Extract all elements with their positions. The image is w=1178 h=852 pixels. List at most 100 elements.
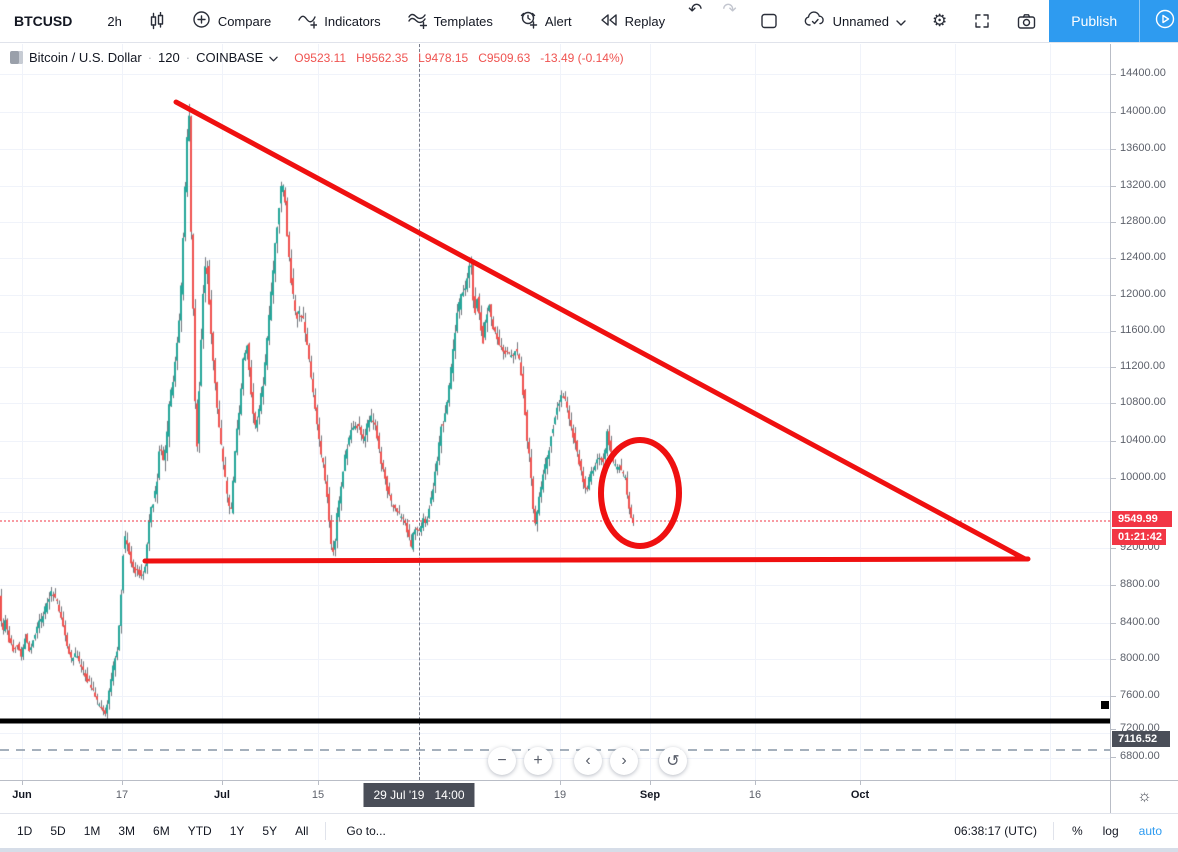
snapshot-button[interactable]: [1004, 0, 1049, 42]
chart-pane[interactable]: Bitcoin / U.S. Dollar · 120 · COINBASE O…: [0, 44, 1110, 780]
alert-clock-icon: [519, 10, 538, 32]
time-axis-label: 19: [553, 789, 567, 801]
symbol-button[interactable]: BTCUSD: [14, 13, 73, 29]
undo-button[interactable]: ↶: [688, 0, 703, 19]
range-button-5d[interactable]: 5D: [50, 824, 66, 838]
price-axis-label: 11200.00: [1120, 360, 1166, 372]
price-tick: [1111, 403, 1116, 404]
price-tick: [1111, 222, 1116, 223]
zoom-out-button[interactable]: −: [488, 747, 516, 775]
time-axis[interactable]: 29 Jul '19 14:00 Jun 17 Jul 15 19 Sep 16 Oct: [0, 780, 1110, 813]
zoom-in-button[interactable]: +: [524, 747, 552, 775]
single-layout-icon: [760, 12, 778, 30]
black-line-handle[interactable]: [1101, 701, 1109, 709]
symbol-title[interactable]: Bitcoin / U.S. Dollar: [29, 50, 142, 65]
price-axis-label: 12000.00: [1120, 288, 1166, 300]
clock-label[interactable]: 06:38:17 (UTC): [954, 824, 1037, 838]
time-tick: [318, 781, 319, 785]
range-button-ytd[interactable]: YTD: [187, 824, 212, 838]
reset-view-button[interactable]: ↺: [659, 747, 687, 775]
price-axis[interactable]: 14400.00 14000.00 13600.00 13200.00 12800.00…: [1110, 44, 1178, 780]
price-axis-label: 6800.00: [1120, 750, 1160, 762]
compare-button[interactable]: Compare: [179, 0, 284, 42]
chart-style-button[interactable]: [135, 0, 179, 42]
level-price-badge: 7116.52: [1112, 731, 1170, 747]
chart-properties-button[interactable]: ⚙: [919, 0, 960, 42]
publish-group: Publish: [1049, 0, 1178, 42]
price-axis-label: 7600.00: [1120, 689, 1160, 701]
goto-button[interactable]: Go to...: [346, 824, 386, 838]
range-button-1y[interactable]: 1Y: [229, 824, 245, 838]
date-range-buttons: 1D 5D 1M 3M 6M YTD 1Y 5Y All: [0, 824, 317, 838]
price-axis-label: 8400.00: [1120, 616, 1160, 628]
drawings-overlay: [0, 99, 1110, 751]
alert-button[interactable]: Alert: [506, 0, 585, 42]
window-bottom-strip: [0, 848, 1178, 852]
percent-scale-toggle[interactable]: %: [1071, 824, 1083, 838]
candles-canvas[interactable]: [0, 44, 1110, 780]
publish-idea-button[interactable]: [1139, 0, 1178, 42]
price-tick: [1111, 149, 1116, 150]
auto-scale-toggle[interactable]: auto: [1138, 824, 1162, 838]
price-tick: [1111, 112, 1116, 113]
bottom-toolbar: 1D 5D 1M 3M 6M YTD 1Y 5Y All Go to... 06:38:17 (…: [0, 813, 1178, 848]
range-button-all[interactable]: All: [295, 824, 309, 838]
indicators-icon: [297, 11, 318, 32]
scroll-left-button[interactable]: ‹: [574, 747, 602, 775]
templates-button[interactable]: Templates: [394, 0, 506, 42]
price-tick: [1111, 757, 1116, 758]
layout-select-button[interactable]: [747, 0, 791, 42]
ohlc-values: O9523.11 H9562.35 L9478.15 C9509.63 -13.…: [294, 51, 623, 65]
price-axis-label: 12800.00: [1120, 215, 1166, 227]
price-tick: [1111, 696, 1116, 697]
price-axis-label: 10000.00: [1120, 471, 1166, 483]
range-button-3m[interactable]: 3M: [118, 824, 136, 838]
range-button-5y[interactable]: 5Y: [262, 824, 278, 838]
price-tick: [1111, 331, 1116, 332]
save-layout-button[interactable]: Unnamed: [791, 0, 919, 42]
close-value: C9509.63: [478, 50, 531, 65]
descending-trendline[interactable]: [173, 99, 1028, 562]
symbol-logo-icon: [10, 51, 23, 64]
indicators-button[interactable]: Indicators: [284, 0, 393, 42]
replay-rewind-icon: [598, 12, 618, 31]
time-tick: [222, 781, 223, 785]
redo-button: ↷: [722, 0, 737, 19]
log-scale-toggle[interactable]: log: [1102, 824, 1119, 838]
low-value: L9478.15: [418, 50, 469, 65]
interval-button[interactable]: 2h: [107, 13, 122, 29]
time-axis-label: Sep: [639, 789, 661, 801]
fullscreen-button[interactable]: [960, 0, 1004, 42]
price-axis-label: 13600.00: [1120, 142, 1166, 154]
candlestick-icon: [148, 12, 166, 30]
time-tick: [122, 781, 123, 785]
axis-settings-button[interactable]: ☼: [1110, 780, 1178, 813]
bottombar-separator: [325, 822, 327, 840]
time-axis-label: Jul: [214, 789, 230, 801]
range-button-1d[interactable]: 1D: [17, 824, 33, 838]
price-tick: [1111, 74, 1116, 75]
range-button-1m[interactable]: 1M: [83, 824, 101, 838]
crosshair-time-label: 29 Jul '19 14:00: [363, 783, 475, 807]
legend-chevron-down-icon[interactable]: [269, 50, 279, 65]
chevron-down-icon: [896, 14, 906, 29]
replay-button[interactable]: Replay: [585, 0, 678, 42]
range-button-6m[interactable]: 6M: [153, 824, 170, 838]
publish-button[interactable]: Publish: [1071, 13, 1118, 29]
legend-interval[interactable]: 120: [158, 50, 180, 65]
price-tick: [1111, 478, 1116, 479]
time-axis-label: 16: [748, 789, 762, 801]
horizontal-support-line[interactable]: [142, 556, 1031, 564]
legend-exchange[interactable]: COINBASE: [196, 50, 264, 65]
scroll-right-button[interactable]: ›: [610, 747, 638, 775]
price-axis-label: 8000.00: [1120, 652, 1160, 664]
price-axis-label: 10400.00: [1120, 434, 1166, 446]
price-tick: [1111, 367, 1116, 368]
price-axis-label: 14000.00: [1120, 105, 1166, 117]
highlight-circle[interactable]: [598, 437, 682, 549]
compare-plus-icon: [192, 10, 211, 32]
top-toolbar: BTCUSD 2h Compare Indicators Templates A…: [0, 0, 1178, 43]
price-tick: [1111, 258, 1116, 259]
price-tick: [1111, 295, 1116, 296]
price-axis-label: 11600.00: [1120, 324, 1166, 336]
